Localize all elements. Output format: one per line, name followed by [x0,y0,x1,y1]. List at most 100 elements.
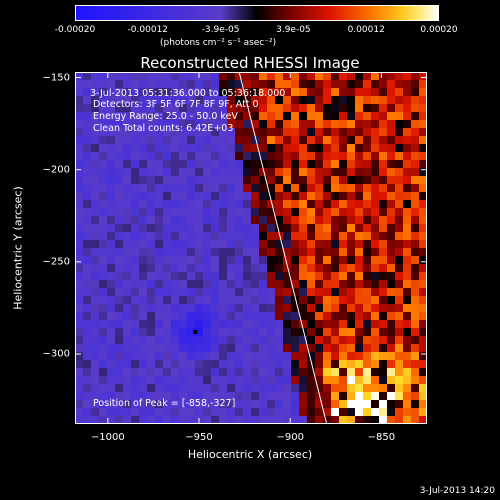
heatmap-cell [115,264,123,272]
heatmap-cell [123,136,131,144]
heatmap-cell [99,392,107,400]
heatmap-cell [267,224,275,232]
heatmap-cell [155,304,163,312]
heatmap-cell [275,392,283,400]
heatmap-cell [123,152,131,160]
heatmap-cell [83,112,91,120]
heatmap-cell [347,216,355,224]
heatmap-cell [339,176,347,184]
heatmap-cell [91,216,99,224]
heatmap-cell [163,288,171,296]
heatmap-cell [291,280,299,288]
heatmap-cell [219,312,227,320]
heatmap-cell [307,200,315,208]
heatmap-cell [107,96,115,104]
heatmap-cell [227,288,235,296]
heatmap-cell [419,128,427,136]
heatmap-cell [339,144,347,152]
heatmap-cell [163,88,171,96]
heatmap-cell [91,352,99,360]
heatmap-cell [243,192,251,200]
heatmap-cell [83,224,91,232]
heatmap-cell [243,360,251,368]
heatmap-cell [339,88,347,96]
heatmap-cell [179,112,187,120]
heatmap-cell [395,216,403,224]
heatmap-cell [371,336,379,344]
heatmap-cell [275,368,283,376]
heatmap-cell [163,280,171,288]
heatmap-cell [307,184,315,192]
heatmap-cell [379,312,387,320]
heatmap-cell [387,240,395,248]
heatmap-cell [139,296,147,304]
heatmap-cell [99,240,107,248]
heatmap-cell [411,152,419,160]
heatmap-cell [347,272,355,280]
heatmap-cell [179,280,187,288]
heatmap-cell [211,360,219,368]
heatmap-cell [179,184,187,192]
heatmap-cell [147,264,155,272]
heatmap-cell [291,416,299,424]
heatmap-cell [331,160,339,168]
heatmap-cell [403,72,411,80]
heatmap-cell [323,224,331,232]
heatmap-cell [179,96,187,104]
heatmap-cell [347,336,355,344]
heatmap-cell [387,112,395,120]
heatmap-cell [235,136,243,144]
heatmap-cell [331,360,339,368]
heatmap-cell [371,312,379,320]
heatmap-cell [379,360,387,368]
heatmap-cell [203,88,211,96]
heatmap-cell [315,120,323,128]
heatmap-cell [379,208,387,216]
heatmap-cell [323,280,331,288]
heatmap-cell [395,256,403,264]
heatmap-cell [171,264,179,272]
heatmap-cell [219,136,227,144]
x-tick-label: −950 [185,432,213,443]
heatmap-cell [83,176,91,184]
heatmap-cell [251,304,259,312]
heatmap-cell [339,96,347,104]
heatmap-cell [235,88,243,96]
heatmap-cell [227,344,235,352]
heatmap-cell [91,264,99,272]
heatmap-cell [211,152,219,160]
heatmap-cell [395,336,403,344]
heatmap-cell [363,248,371,256]
heatmap-cell [99,136,107,144]
heatmap-cell [419,360,427,368]
heatmap-cell [371,304,379,312]
heatmap-cell [83,288,91,296]
heatmap-cell [131,160,139,168]
heatmap-cell [299,368,307,376]
heatmap-cell [299,232,307,240]
heatmap-cell [347,72,355,80]
heatmap-cell [147,328,155,336]
heatmap-cell [107,200,115,208]
heatmap-cell [139,360,147,368]
heatmap-cell [99,312,107,320]
heatmap-cell [387,160,395,168]
heatmap-cell [195,352,203,360]
heatmap-cell [395,312,403,320]
heatmap-cell [107,144,115,152]
heatmap-cell [355,352,363,360]
heatmap-cell [107,312,115,320]
heatmap-cell [195,136,203,144]
heatmap-cell [371,208,379,216]
heatmap-cell [299,96,307,104]
heatmap-cell [139,112,147,120]
heatmap-cell [275,304,283,312]
heatmap-cell [83,360,91,368]
heatmap-cell [259,176,267,184]
heatmap-cell [267,232,275,240]
heatmap-cell [299,72,307,80]
heatmap-cell [387,128,395,136]
heatmap-cell [211,288,219,296]
heatmap-cell [179,152,187,160]
heatmap-cell [163,216,171,224]
